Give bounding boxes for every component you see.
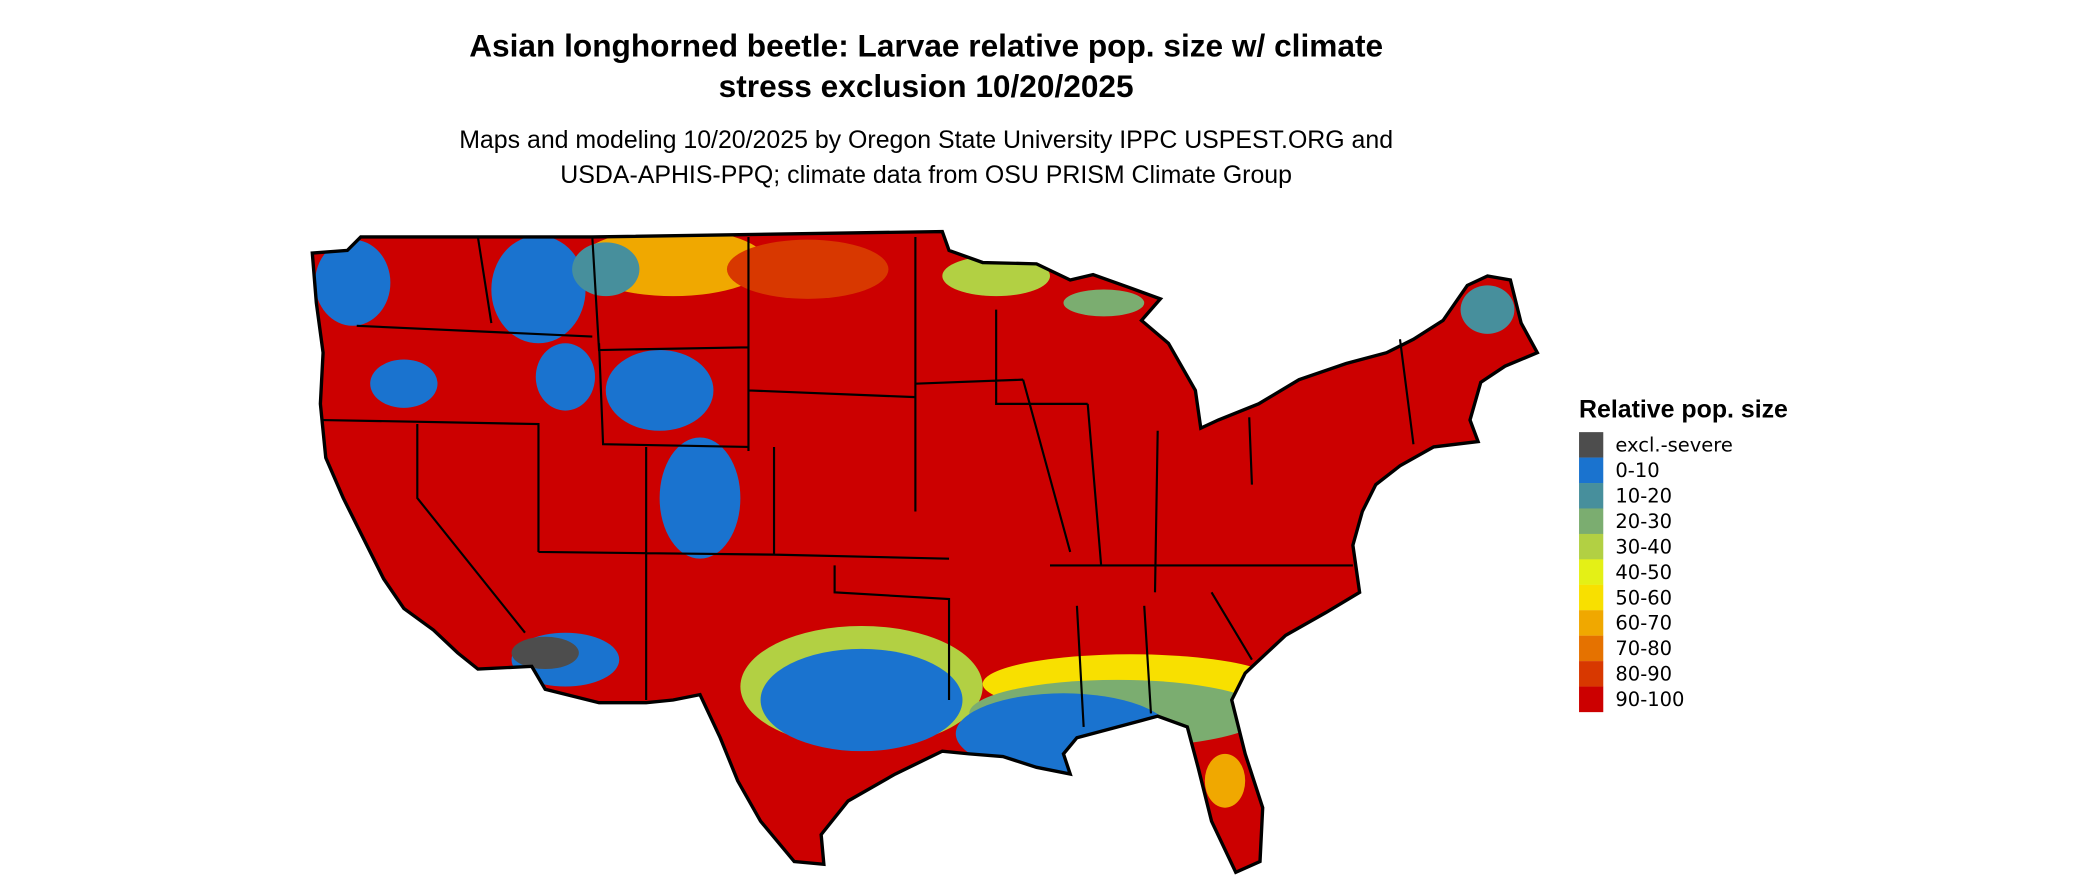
- class-0-10-area: [605, 350, 714, 431]
- legend-label: 80-90: [1615, 663, 1672, 686]
- legend-label: 20-30: [1615, 510, 1672, 533]
- legend-swatch: [1579, 483, 1604, 509]
- class-0-10-area: [370, 359, 438, 408]
- legend-label: 0-10: [1615, 459, 1659, 482]
- class-0-10-area: [659, 437, 741, 559]
- legend-swatch: [1579, 457, 1604, 484]
- legend-swatch: [1579, 508, 1604, 535]
- us-map: [312, 231, 1538, 873]
- legend-label: 60-70: [1615, 612, 1672, 635]
- class-0-10-area: [535, 343, 595, 411]
- legend-label: 50-60: [1615, 586, 1672, 609]
- class-10-20-area: [1460, 285, 1515, 334]
- legend-swatch: [1579, 584, 1604, 611]
- subtitle-line-2: USDA-APHIS-PPQ; climate data from OSU PR…: [560, 161, 1292, 189]
- legend-swatch: [1579, 533, 1604, 560]
- legend-swatch: [1579, 432, 1604, 458]
- legend-label: 90-100: [1615, 688, 1684, 711]
- class-30-40-area: [942, 255, 1050, 297]
- title-line-1: Asian longhorned beetle: Larvae relative…: [469, 28, 1383, 64]
- class-10-20-area: [572, 242, 640, 297]
- class-90-100-area: [312, 231, 1538, 873]
- legend-swatch: [1579, 635, 1604, 662]
- subtitle-line-1: Maps and modeling 10/20/2025 by Oregon S…: [459, 126, 1393, 154]
- legend-label: 10-20: [1615, 485, 1672, 508]
- legend-label: excl.-severe: [1615, 434, 1733, 457]
- class-0-10-area: [315, 239, 391, 326]
- class-80-90-area: [726, 239, 889, 299]
- legend-label: 70-80: [1615, 637, 1672, 660]
- legend-swatch: [1579, 686, 1604, 713]
- legend-title: Relative pop. size: [1579, 395, 1788, 423]
- class-60-70-area: [1204, 753, 1246, 808]
- legend-swatch: [1579, 559, 1604, 585]
- class-0-10-area: [491, 235, 586, 344]
- legend-label: 30-40: [1615, 535, 1672, 558]
- state-borders: [310, 229, 1539, 875]
- title-line-2: stress exclusion 10/20/2025: [719, 68, 1134, 104]
- legend-label: 40-50: [1615, 561, 1672, 584]
- class-0-10-area: [760, 648, 963, 752]
- class-excl-severe-area: [511, 636, 579, 670]
- legend-swatch: [1579, 661, 1604, 687]
- legend-swatch: [1579, 610, 1604, 636]
- class-20-30-area: [1063, 289, 1145, 317]
- class-0-10-area: [955, 693, 1172, 775]
